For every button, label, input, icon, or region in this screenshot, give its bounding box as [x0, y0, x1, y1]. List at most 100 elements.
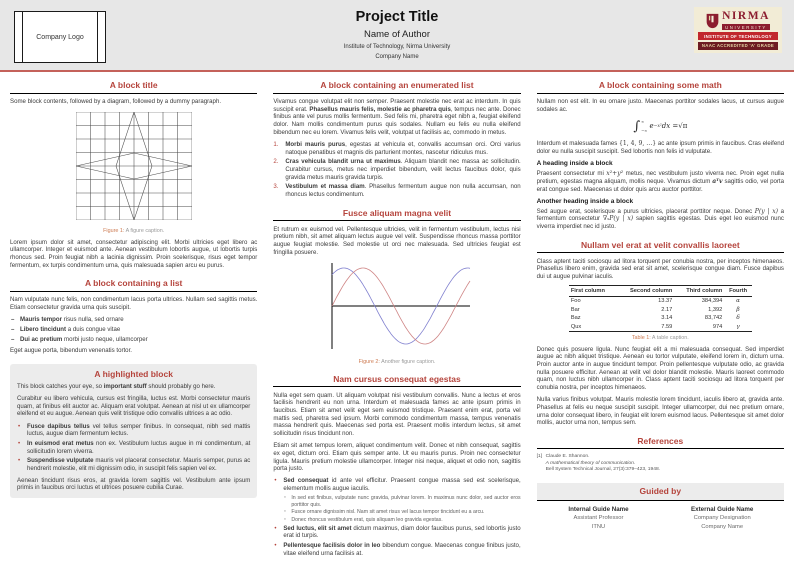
reference-entry: [1] Claude E. Shannon. A mathematical th…	[537, 454, 784, 474]
company-logo-label: Company Logo	[36, 33, 84, 41]
integral-sign: ∫	[633, 118, 641, 134]
table-cell: 13.37	[658, 298, 673, 305]
block-title: A block containing a list	[84, 278, 183, 289]
block-title: A block title	[109, 80, 158, 90]
paragraph: Et rutrum ex euismod vel. Pellentesque u…	[273, 225, 521, 256]
table-cell: 2.17	[661, 306, 673, 313]
formula-exponent: −x²	[653, 123, 662, 129]
text-run: Praesent consectetur mi	[536, 170, 607, 178]
text-run: a fermentum consectetur	[536, 207, 784, 223]
figure1-caption-text: A figure caption.	[124, 227, 165, 234]
list-item-text: non ex. Vestibulum luctus augue in mi co…	[27, 439, 251, 455]
block-title: Nullam vel erat at velit convallis laore…	[580, 239, 740, 250]
paragraph: Nulla eget sem quam. Ut aliquam volutpat…	[273, 391, 521, 438]
reference-author: Claude E. Shannon.	[545, 453, 590, 459]
list-item-lead: Sed consequat	[283, 477, 329, 485]
paragraph: Nullam non est elit. In eu ornare justo.…	[536, 98, 784, 113]
table-cell: Qux	[568, 322, 617, 332]
block-some-math: A block containing some math Nullam non …	[536, 80, 784, 231]
highlighted-block: A highlighted block This block catches y…	[10, 363, 258, 498]
block-title-rule	[273, 220, 521, 222]
block-title-rule	[536, 92, 784, 94]
poster-header: Company Logo Project Title Name of Autho…	[0, 0, 794, 70]
guide-name: Internal Guide Name	[568, 505, 629, 513]
list-item-text: morbi justo neque, ullamcorper	[62, 335, 148, 343]
item-number: 3.	[273, 183, 279, 191]
table-cell: Foo	[570, 298, 581, 305]
paragraph: Curabitur eu libero vehicula, cursus est…	[17, 395, 251, 418]
table-header-row: First column Second column Third column …	[568, 285, 752, 298]
block-title: A block containing some math	[598, 80, 722, 90]
column-1: A block title Some block contents, follo…	[10, 80, 258, 567]
table-cell: Baz	[570, 315, 581, 322]
block-title-rule	[10, 92, 258, 94]
table-cell: 7.59	[616, 322, 675, 332]
header-titles: Project Title Name of Author Institute o…	[120, 9, 674, 60]
block-table: Nullam vel erat at velit convallis laore…	[536, 239, 784, 427]
list-item-lead: In euismod erat metus	[27, 439, 94, 447]
enumerated-item: 1. Morbi mauris purus, egestas at vehicul…	[273, 141, 520, 156]
list-item-lead: Morbi mauris purus	[285, 140, 346, 148]
list-item-text: mauris vel placerat consectetur. Mauris …	[27, 457, 251, 472]
lower-limit: −∞	[641, 128, 648, 134]
block-title: A block containing an enumerated list	[320, 80, 474, 90]
reference-title: A mathematical theory of communication.	[545, 460, 636, 466]
nirma-university-logo: NIRMA UNIVERSITY INSTITUTE OF TECHNOLOGY…	[694, 7, 782, 53]
block-enumerated-list: A block containing an enumerated list Vi…	[273, 80, 521, 199]
block-title: Fusce aliquam magna velit	[342, 207, 452, 218]
sub-list-item: In sed est finibus, vulputate nunc gravi…	[283, 495, 520, 509]
paragraph: Lorem ipsum dolor sit amet, consectetur …	[10, 238, 258, 269]
text-run: sapien sagittis egestas. Duis eget leo e…	[536, 215, 784, 231]
table-caption-text: A table caption.	[650, 334, 689, 341]
table-caption-label: Table 1:	[631, 334, 651, 341]
item-number: 2.	[273, 158, 279, 166]
nirma-name-text: NIRMA	[722, 10, 770, 22]
list-item: Fusce dapibus tellus vel tellus semper f…	[17, 423, 250, 438]
figure-1: Figure 1: A figure caption.	[10, 110, 257, 234]
nirma-institute-bar: INSTITUTE OF TECHNOLOGY	[698, 32, 778, 40]
list-item-text: id ante vel efficitur. Praesent congue m…	[283, 477, 521, 493]
text-run: sagittis odio, vel porta erat congue sed…	[536, 177, 784, 193]
dash-list: Mauris tempor risus nulla, sed ornare Li…	[10, 316, 257, 343]
list-item-lead: Fusce dapibus tellus	[27, 422, 90, 430]
paragraph: This block catches your eye, so importan…	[17, 383, 250, 391]
column-3: A block containing some math Nullam non …	[536, 80, 784, 567]
table-row: Baz 3.14 83,742 δ	[569, 314, 752, 322]
cosine-curve	[331, 267, 471, 345]
enumerated-item: 3. Vestibulum et massa diam. Phasellus fe…	[273, 183, 520, 198]
sub-list: In sed est finibus, vulputate nunc gravi…	[273, 495, 520, 524]
sub-list-item: Donec rhoncus vestibulum erat, quis aliq…	[283, 517, 520, 524]
list-item-lead: Sed luctus, elit sit amet	[283, 524, 352, 532]
list-item-text: risus nulla, sed ornare	[62, 316, 124, 324]
bullet-list: Fusce dapibus tellus vel tellus semper f…	[17, 423, 250, 473]
inline-math: x²+y²	[606, 170, 624, 178]
header-divider-rule	[0, 70, 794, 72]
block-title: Nam cursus consequat egestas	[333, 373, 461, 384]
table-cell: β	[736, 306, 740, 313]
list-item-text: , egestas at vehicula et, convallis accu…	[285, 140, 521, 156]
block-nam-cursus: Nam cursus consequat egestas Nulla eget …	[273, 373, 521, 558]
table-cell: Bar	[570, 306, 580, 313]
figure-2: Figure 2: Another figure caption.	[273, 261, 520, 365]
inner-heading: Another heading inside a block	[536, 197, 634, 205]
table-cell: 384,394	[701, 298, 723, 305]
figure2-caption-text: Another figure caption.	[379, 358, 436, 365]
table-cell: 3.14	[661, 315, 673, 322]
guide-org: ITNU	[591, 523, 606, 530]
reference-journal: Bell System Technical Journal, 27(3):379…	[545, 467, 661, 473]
bold-text-run: Phasellus mauris felis, molestie ac phar…	[309, 105, 451, 113]
paragraph: Class aptent taciti sociosqu ad litora t…	[536, 257, 784, 281]
list-item-lead: Dui ac pretium	[20, 335, 63, 343]
internal-guide: Internal Guide Name Assistant Professor …	[537, 506, 661, 531]
inline-math: {1, 4, 9, …}	[619, 140, 657, 148]
table-row: Foo 13.37 384,394 α	[569, 297, 752, 306]
figure2-sine-plot	[331, 262, 471, 349]
figure1-caption: Figure 1: A figure caption.	[10, 228, 257, 234]
list-item-lead: Cras vehicula blandit urna ut maximus	[285, 158, 401, 166]
text-run: This block catches your eye, so	[17, 382, 104, 390]
list-item: Sed consequat id ante vel efficitur. Pra…	[273, 477, 520, 492]
text-run: Sed augue erat, scelerisque a purus ultr…	[536, 207, 755, 215]
list-item-lead: Vestibulum et massa diam	[285, 183, 365, 191]
list-item-text: . Aliquam blandit nec massa ac sollicitu…	[285, 158, 521, 181]
